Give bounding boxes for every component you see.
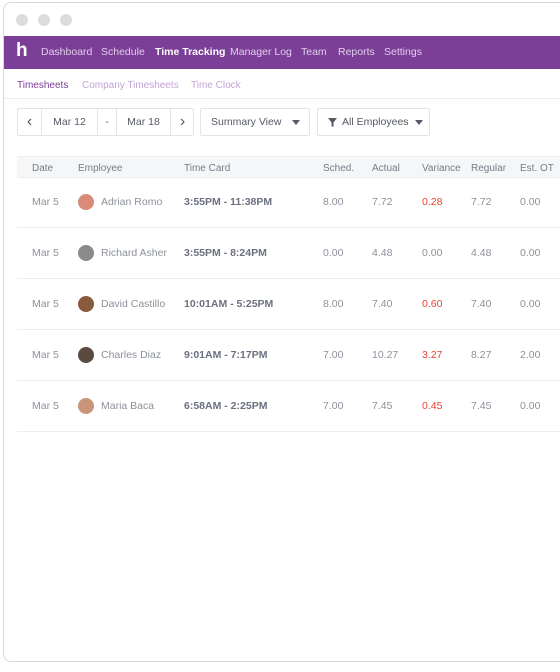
cell: 10.27 [372,349,399,361]
cell: Maria Baca [101,400,155,412]
cell: 4.48 [372,247,393,259]
row-divider [17,380,560,381]
avatar [78,296,94,312]
cell: 9:01AM - 7:17PM [184,349,268,361]
cell: 0.28 [422,196,443,208]
cell: 8.27 [471,349,492,361]
window-dot [38,14,50,26]
cell: 7.40 [372,298,393,310]
avatar [78,245,94,261]
cell: 0.00 [520,196,541,208]
tab[interactable]: Time Clock [191,80,241,91]
cell: 4.48 [471,247,492,259]
table-header [17,156,560,178]
nav-item[interactable]: Reports [338,46,375,58]
window-dot [16,14,28,26]
separator: - [97,109,117,135]
cell: Adrian Romo [101,196,163,208]
avatar [78,398,94,414]
cell: 7.45 [372,400,393,412]
view-dropdown[interactable]: Summary View [200,108,310,136]
cell: 3:55PM - 8:24PM [184,247,267,259]
cell: 10:01AM - 5:25PM [184,298,274,310]
cell: Mar 5 [32,298,59,310]
cell: David Castillo [101,298,166,310]
employees-label: All Employees [342,116,409,128]
tab-divider [4,98,560,99]
cell: 0.00 [422,247,443,259]
cell: 6:58AM - 2:25PM [184,400,268,412]
cell: Mar 5 [32,247,59,259]
cell: 7.72 [372,196,393,208]
cell: 0.00 [520,247,541,259]
column-header: Employee [78,163,123,174]
cell: 7.45 [471,400,492,412]
column-header: Sched. [323,163,355,174]
date-range: ‹ Mar 12 - Mar 18 › [17,108,194,136]
nav-item[interactable]: Team [301,46,327,58]
cell: Mar 5 [32,196,59,208]
nav-item[interactable]: Schedule [101,46,145,58]
cell: 0.00 [323,247,344,259]
window-dot [60,14,72,26]
avatar [78,194,94,210]
start-date[interactable]: Mar 12 [53,116,86,128]
cell: 0.00 [520,298,541,310]
cell: 8.00 [323,196,344,208]
cell: Richard Asher [101,247,167,259]
cell: 7.00 [323,400,344,412]
logo[interactable]: h [16,40,28,61]
row-divider [17,329,560,330]
prev-button[interactable]: ‹ [18,109,42,135]
caret [292,120,300,125]
nav-item[interactable]: Manager Log [230,46,292,58]
nav-bar: h Dashboard Schedule Time Tracking Manager … [4,36,560,69]
view-label: Summary View [211,116,282,128]
cell: 8.00 [323,298,344,310]
avatar [78,347,94,363]
column-header: Time Card [184,163,231,174]
nav-item[interactable]: Dashboard [41,46,93,58]
caret [415,120,423,125]
column-header: Est. OT [520,163,554,174]
column-header: Variance [422,163,461,174]
end-date[interactable]: Mar 18 [127,116,160,128]
cell: 0.00 [520,400,541,412]
window: h Dashboard Schedule Time Tracking Manager … [3,2,560,662]
row-divider [17,278,560,279]
cell: 0.45 [422,400,443,412]
column-header: Actual [372,163,400,174]
tab[interactable]: Company Timesheets [82,80,179,91]
row-divider [17,227,560,228]
filter-icon [328,118,337,127]
cell: 7.72 [471,196,492,208]
cell: Mar 5 [32,400,59,412]
cell: Charles Diaz [101,349,162,361]
nav-item[interactable]: Settings [384,46,422,58]
employee-filter[interactable]: All Employees [317,108,430,136]
column-header: Regular [471,163,507,174]
cell: 3:55PM - 11:38PM [184,196,273,208]
column-header: Date [32,163,54,174]
cell: 7.40 [471,298,492,310]
row-divider [17,431,560,432]
cell: 7.00 [323,349,344,361]
cell: Mar 5 [32,349,59,361]
cell: 3.27 [422,349,443,361]
cell: 0.60 [422,298,443,310]
tab[interactable]: Timesheets [17,80,69,91]
cell: 2.00 [520,349,541,361]
nav-item[interactable]: Time Tracking [155,46,226,58]
next-button[interactable]: › [170,109,194,135]
